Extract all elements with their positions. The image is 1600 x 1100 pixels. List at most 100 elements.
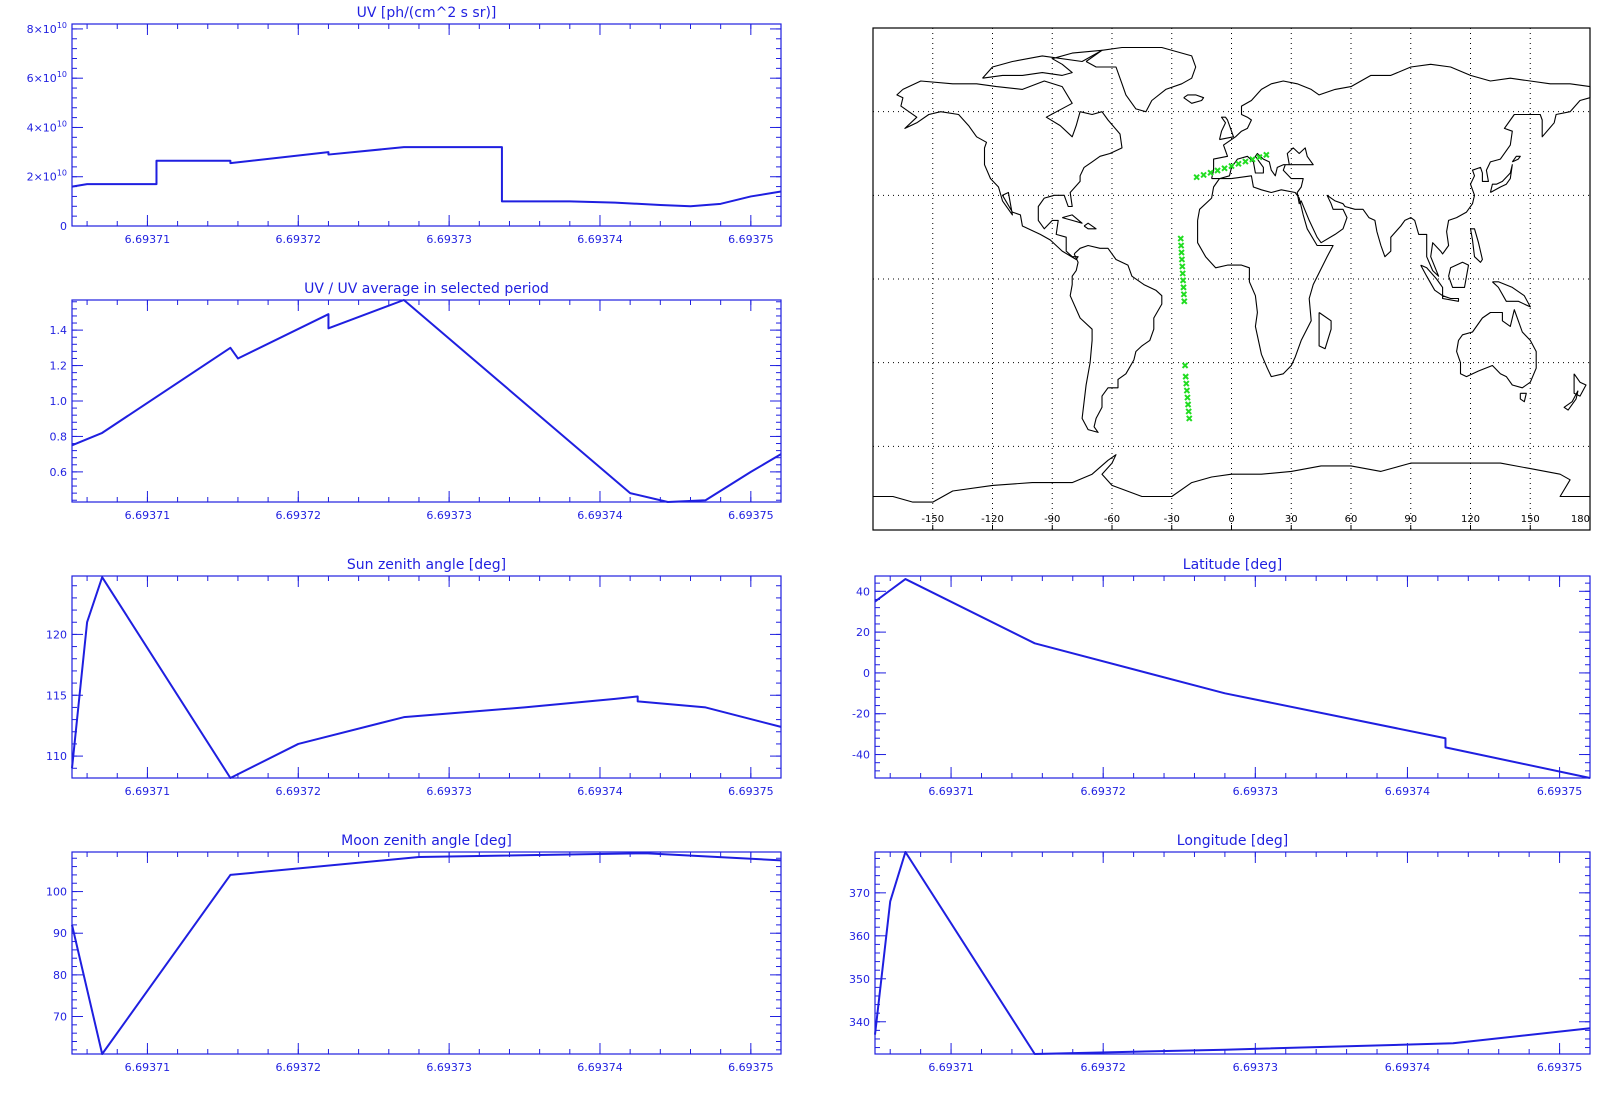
chart-uv-ratio: UV / UV average in selected period 6.6937… [50, 281, 782, 522]
track-point [1179, 270, 1186, 277]
x-tick-label: 6.69375 [728, 509, 774, 522]
coastline [873, 454, 1590, 503]
x-tick-label: 6.69374 [1385, 1061, 1431, 1074]
x-tick-label: 6.69373 [426, 1061, 472, 1074]
y-tick-label: -40 [852, 749, 870, 762]
x-tick-label: 6.69372 [276, 785, 322, 798]
y-tick-label: 0 [60, 220, 67, 233]
y-tick-label: 80 [53, 969, 67, 982]
x-tick-label: 6.69372 [1080, 785, 1126, 798]
chart-title: Sun zenith angle [deg] [347, 557, 506, 573]
x-tick-label: 6.69373 [1233, 1061, 1279, 1074]
y-tick-label: 40 [856, 585, 870, 598]
chart-title: Latitude [deg] [1183, 557, 1282, 573]
y-tick-label: 0.8 [50, 430, 68, 443]
plot-frame [71, 23, 782, 227]
coastline [1573, 373, 1587, 397]
chart-longitude: Longitude [deg] 6.69371 6.69372 6.69373 6.69… [849, 833, 1591, 1074]
track-point [1207, 169, 1214, 176]
chart-title: Longitude [deg] [1177, 833, 1288, 849]
track-point [1178, 249, 1185, 256]
track-point [1180, 284, 1187, 291]
plot-frame [71, 299, 782, 503]
coastline [1069, 244, 1163, 433]
track-point [1193, 173, 1200, 181]
chart-sun-zenith: Sun zenith angle [deg] 6.69371 6.69372 6.69… [46, 557, 782, 798]
chart-latitude: Latitude [deg] 6.69371 6.69372 6.69373 6.693… [852, 557, 1591, 798]
track-point [1242, 158, 1249, 165]
x-tick-label: 6.69375 [728, 233, 774, 246]
coastline [1218, 116, 1235, 141]
chart-uv: UV [ph/(cm^2 s sr)] 6.69371 6.69372 6.69373… [27, 5, 782, 246]
world-map: -150 -120 -90 -60 -30 0 30 60 90 120 150 180 [872, 27, 1591, 531]
y-tick-label: -20 [852, 708, 870, 721]
x-tick-label: 6.69374 [577, 233, 623, 246]
y-tick-label: 4×1010 [27, 119, 67, 134]
track-point [1186, 415, 1193, 422]
chart-moon-zenith: Moon zenith angle [deg] 6.69371 6.69372 6.6… [46, 833, 782, 1074]
x-tick-label: 6.69374 [577, 1061, 623, 1074]
coastline [1489, 164, 1513, 193]
x-tick-label: 6.69372 [276, 233, 322, 246]
series-line [71, 299, 782, 503]
y-tick-label: 360 [849, 930, 870, 943]
coastline [1456, 309, 1537, 389]
track-point [1178, 256, 1186, 263]
map-x-tick-label: 150 [1521, 514, 1540, 525]
x-tick-label: 6.69373 [1233, 785, 1279, 798]
y-tick-label: 90 [53, 927, 67, 940]
coastline [1085, 46, 1197, 113]
x-tick-label: 6.69373 [426, 233, 472, 246]
track-point [1221, 165, 1228, 172]
coastline [1442, 295, 1460, 302]
y-tick-label: 20 [856, 626, 870, 639]
x-tick-label: 6.69373 [426, 785, 472, 798]
x-tick-label: 6.69373 [426, 509, 472, 522]
plot-frame [71, 575, 782, 779]
map-x-tick-label: 60 [1345, 514, 1358, 525]
coastline [1197, 175, 1334, 378]
track-point [1184, 394, 1191, 401]
y-tick-label: 350 [849, 973, 870, 986]
chart-title: UV [ph/(cm^2 s sr)] [357, 5, 497, 21]
map-x-tick-label: -90 [1044, 514, 1060, 525]
track-point [1177, 242, 1185, 249]
track-point [1185, 408, 1192, 415]
y-tick-label: 70 [53, 1011, 67, 1024]
coastline [1519, 392, 1527, 403]
x-tick-label: 6.69372 [276, 509, 322, 522]
coastline [1211, 63, 1591, 277]
series-line [874, 578, 1591, 779]
x-tick-label: 6.69375 [1537, 1061, 1583, 1074]
coastline [1420, 264, 1444, 297]
plot-frame [874, 851, 1591, 1055]
y-tick-label: 0 [863, 667, 870, 680]
track-point [1200, 171, 1207, 179]
y-tick-label: 100 [46, 886, 67, 899]
track-point [1181, 298, 1188, 305]
track-point [1181, 362, 1189, 369]
map-x-tick-label: -120 [981, 514, 1004, 525]
coastline [1183, 94, 1205, 104]
chart-title: Moon zenith angle [deg] [341, 833, 512, 849]
y-tick-label: 0.6 [50, 466, 68, 479]
track-point [1177, 235, 1184, 242]
series-line [71, 852, 782, 1055]
x-tick-label: 6.69375 [728, 785, 774, 798]
track-point [1214, 167, 1221, 174]
series-line [71, 146, 782, 208]
y-tick-label: 1.0 [50, 395, 68, 408]
map-x-tick-label: -60 [1104, 514, 1120, 525]
coastline [1492, 281, 1531, 308]
track-point [1179, 277, 1187, 284]
y-tick-label: 1.2 [50, 360, 68, 373]
track-point [1180, 291, 1188, 298]
map-x-tick-label: -150 [921, 514, 944, 525]
track-point [1263, 151, 1270, 159]
y-tick-label: 115 [46, 689, 67, 702]
coastline [1469, 228, 1483, 263]
series-line [874, 851, 1591, 1055]
plot-frame [71, 851, 782, 1055]
y-tick-label: 6×1010 [27, 70, 67, 85]
